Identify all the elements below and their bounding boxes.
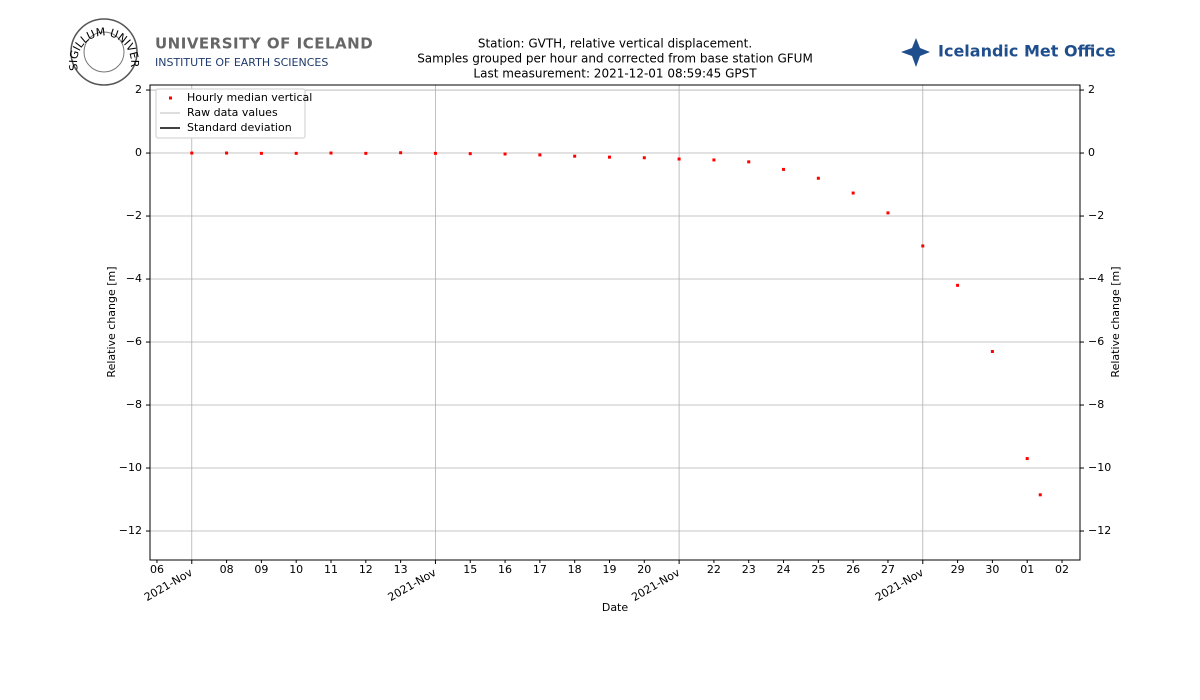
legend-box bbox=[155, 88, 306, 139]
x-tick-label: 18 bbox=[568, 563, 582, 576]
y2-tick-label: −4 bbox=[1088, 272, 1104, 285]
point bbox=[816, 176, 820, 180]
point bbox=[259, 151, 263, 155]
x-tick-label: 09 bbox=[254, 563, 268, 576]
x-tick-label: 06 bbox=[150, 563, 164, 576]
x-tick-label: 15 bbox=[463, 563, 477, 576]
x-tick-label: 17 bbox=[533, 563, 547, 576]
legend-label: Hourly median vertical bbox=[187, 91, 312, 104]
seal-text-path: SIGILLUM UNIVERSITATIS ISLANDIAE bbox=[0, 0, 141, 72]
point bbox=[642, 156, 646, 160]
point bbox=[190, 151, 194, 155]
seal bbox=[70, 18, 138, 86]
y2-axis-label: Relative change [m] bbox=[1109, 266, 1122, 377]
x-tick-label: 25 bbox=[811, 563, 825, 576]
institute-name: INSTITUTE OF EARTH SCIENCES bbox=[155, 56, 328, 69]
y2-tick-label: −2 bbox=[1088, 209, 1104, 222]
y-tick-label: −8 bbox=[126, 398, 142, 411]
y-axis-label: Relative change [m] bbox=[105, 266, 118, 377]
x-tick-label: 24 bbox=[777, 563, 791, 576]
x-tick-label: 30 bbox=[985, 563, 999, 576]
x-tick-label: 11 bbox=[324, 563, 338, 576]
y-tick-label: −6 bbox=[126, 335, 142, 348]
seal-text: SIGILLUM UNIVERSITATIS ISLANDIAE bbox=[0, 0, 141, 72]
plot-frame bbox=[149, 84, 1081, 561]
point bbox=[921, 244, 925, 248]
point bbox=[399, 151, 403, 155]
x-tick-label: 08 bbox=[220, 563, 234, 576]
y2-tick-label: 0 bbox=[1088, 146, 1095, 159]
legend-label: Standard deviation bbox=[187, 121, 292, 134]
point bbox=[747, 160, 751, 164]
legend-label: Raw data values bbox=[187, 106, 278, 119]
x-tick-label: 16 bbox=[498, 563, 512, 576]
point bbox=[886, 211, 890, 215]
y-tick-label: −2 bbox=[126, 209, 142, 222]
point bbox=[712, 158, 716, 162]
x-tick-label: 01 bbox=[1020, 563, 1034, 576]
x-tick-label: 10 bbox=[289, 563, 303, 576]
point bbox=[607, 155, 611, 159]
point bbox=[677, 157, 681, 161]
x-tick-label: 29 bbox=[951, 563, 965, 576]
title-line: Last measurement: 2021-12-01 08:59:45 GP… bbox=[473, 67, 757, 81]
y-tick-label: −12 bbox=[119, 524, 142, 537]
point bbox=[782, 167, 786, 171]
x-tick-label: 27 bbox=[881, 563, 895, 576]
y-tick-label: −4 bbox=[126, 272, 142, 285]
met-office-name: Icelandic Met Office bbox=[938, 42, 1116, 61]
y2-tick-label: 2 bbox=[1088, 83, 1095, 96]
y2-tick-label: −6 bbox=[1088, 335, 1104, 348]
met-icon bbox=[901, 38, 930, 67]
y-tick-label: 0 bbox=[135, 146, 142, 159]
point bbox=[538, 153, 542, 157]
x-tick-label: 19 bbox=[602, 563, 616, 576]
legend-marker bbox=[169, 96, 172, 100]
y2-tick-label: −12 bbox=[1088, 524, 1111, 537]
x-tick-label: 23 bbox=[742, 563, 756, 576]
point bbox=[1038, 493, 1042, 497]
point bbox=[364, 151, 368, 155]
met-office-logo: Icelandic Met Office bbox=[901, 38, 1116, 67]
y2-tick-label: −10 bbox=[1088, 461, 1111, 474]
point bbox=[225, 151, 229, 155]
point bbox=[468, 152, 472, 156]
y-tick-label: 2 bbox=[135, 83, 142, 96]
y2-tick-label: −8 bbox=[1088, 398, 1104, 411]
x-tick-label: 13 bbox=[394, 563, 408, 576]
x-axis-label: Date bbox=[602, 601, 629, 614]
point bbox=[329, 151, 333, 155]
x-tick-label: 02 bbox=[1055, 563, 1069, 576]
x-tick-label: 26 bbox=[846, 563, 860, 576]
university-logo: SIGILLUM UNIVERSITATIS ISLANDIAE UNIVERS… bbox=[0, 0, 373, 86]
seal-inner bbox=[83, 31, 125, 73]
title-line: Station: GVTH, relative vertical displac… bbox=[478, 37, 752, 51]
point bbox=[294, 151, 298, 155]
point bbox=[433, 151, 437, 155]
point bbox=[503, 152, 507, 156]
point bbox=[990, 349, 994, 353]
x-tick-label: 12 bbox=[359, 563, 373, 576]
title-line: Samples grouped per hour and corrected f… bbox=[417, 52, 813, 66]
x-tick-label: 22 bbox=[707, 563, 721, 576]
x-tick-label: 20 bbox=[637, 563, 651, 576]
point bbox=[851, 191, 855, 195]
university-name: UNIVERSITY OF ICELAND bbox=[155, 35, 373, 53]
point bbox=[1025, 457, 1029, 461]
point bbox=[573, 154, 577, 158]
point bbox=[956, 283, 960, 287]
y-tick-label: −10 bbox=[119, 461, 142, 474]
